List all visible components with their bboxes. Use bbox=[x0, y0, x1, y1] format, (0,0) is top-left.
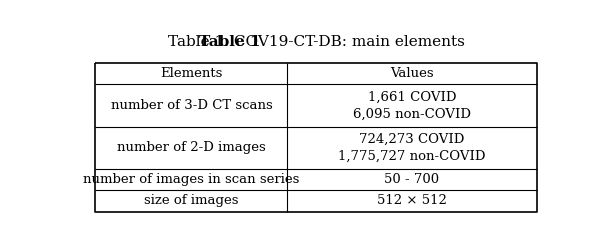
Text: 512 × 512: 512 × 512 bbox=[377, 194, 447, 207]
Text: 724,273 COVID
1,775,727 non-COVID: 724,273 COVID 1,775,727 non-COVID bbox=[338, 133, 486, 163]
Text: number of 3-D CT scans: number of 3-D CT scans bbox=[111, 99, 272, 112]
Text: 1,661 COVID
6,095 non-COVID: 1,661 COVID 6,095 non-COVID bbox=[353, 91, 471, 121]
Text: number of images in scan series: number of images in scan series bbox=[83, 173, 300, 186]
Text: Table 1: Table 1 bbox=[200, 35, 261, 50]
Text: Values: Values bbox=[390, 67, 434, 80]
Text: Table 1. COV19-CT-DB: main elements: Table 1. COV19-CT-DB: main elements bbox=[168, 35, 465, 50]
Text: number of 2-D images: number of 2-D images bbox=[117, 142, 266, 154]
Text: 50 - 700: 50 - 700 bbox=[384, 173, 439, 186]
Text: size of images: size of images bbox=[144, 194, 239, 207]
Text: Elements: Elements bbox=[160, 67, 223, 80]
